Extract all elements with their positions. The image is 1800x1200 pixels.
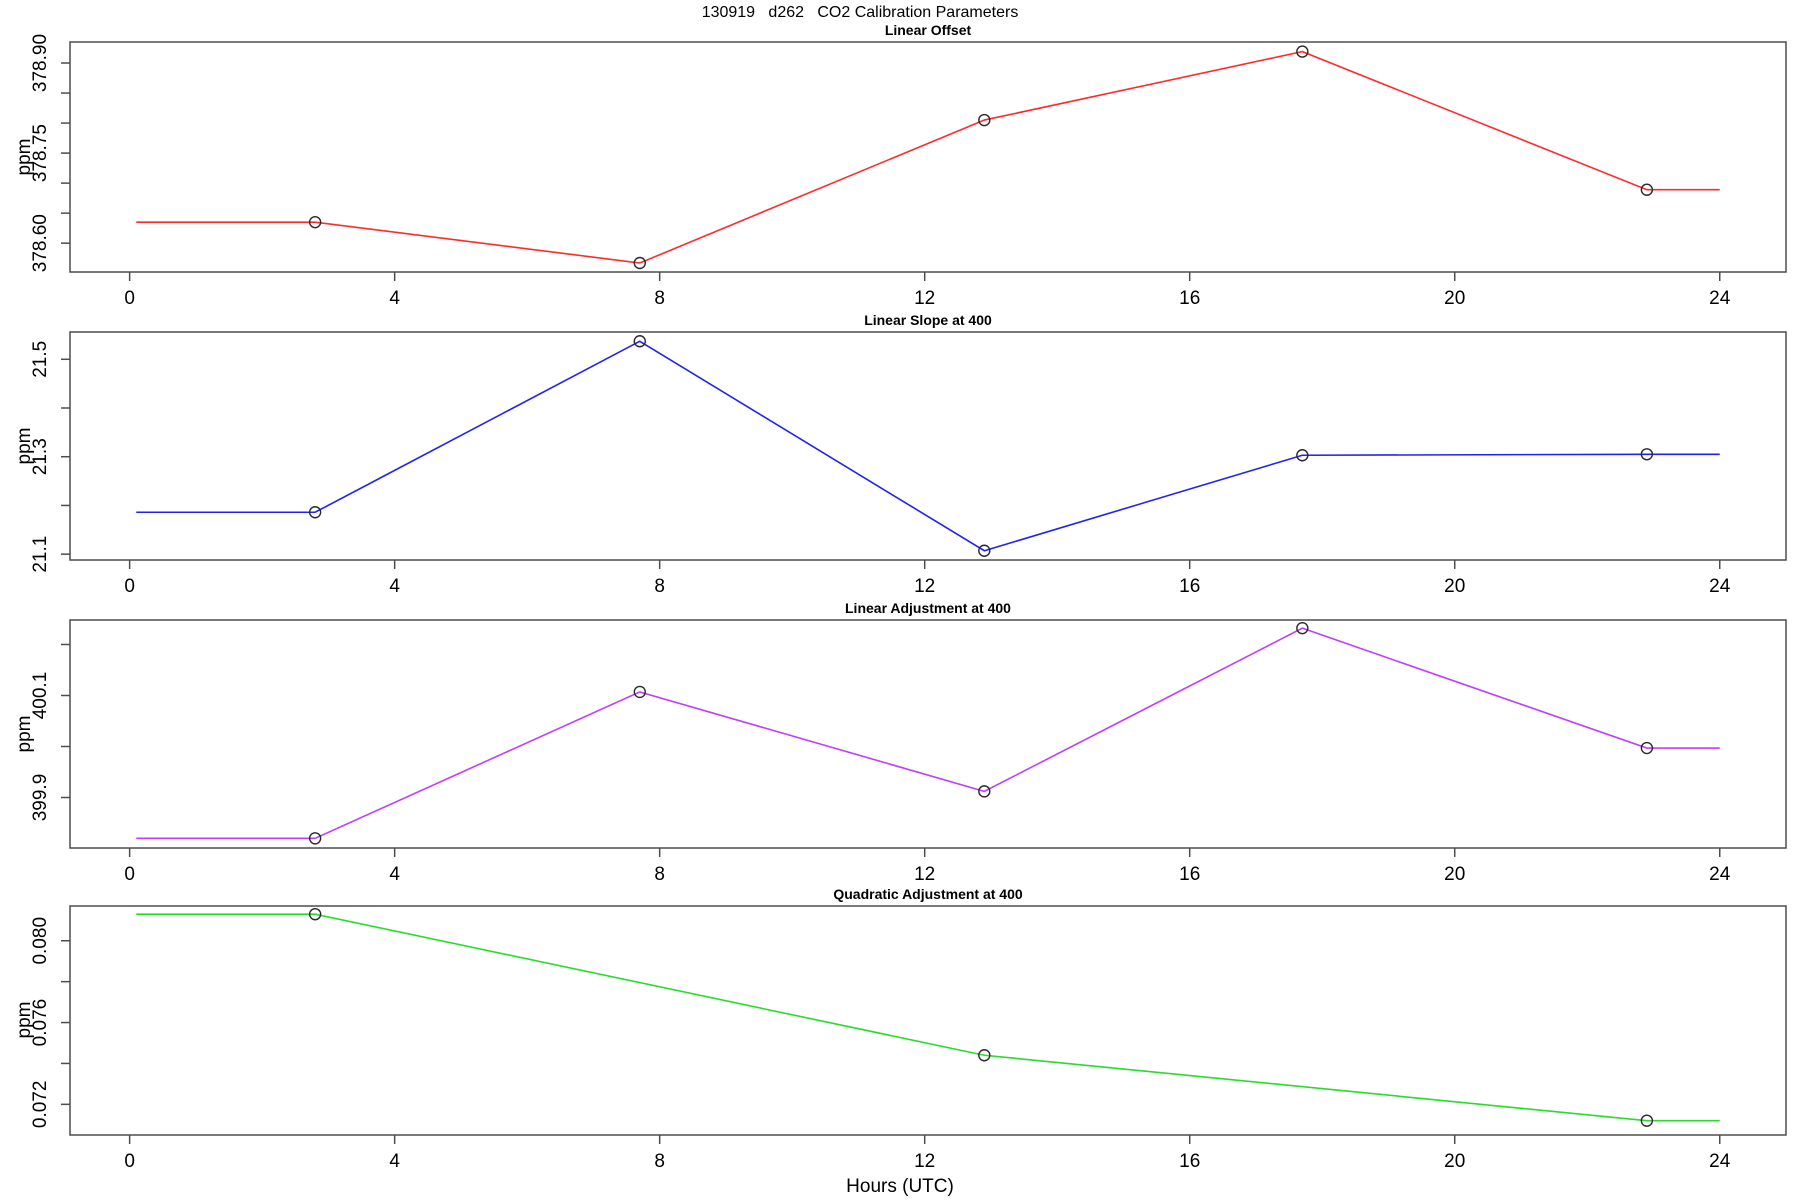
panel-3-frame <box>69 905 1787 1136</box>
panel-1-y-tick-label: 21.1 <box>30 536 51 573</box>
panel-0-frame <box>69 41 1787 273</box>
panel-0-data-point <box>978 113 991 127</box>
panel-3-y-tick-label: 0.076 <box>30 999 51 1047</box>
panel-0-x-tick-label: 20 <box>1444 288 1465 309</box>
panel-1-frame <box>69 331 1787 561</box>
panel-0-y-tick-label: 378.60 <box>30 214 51 272</box>
plot-main-title: 130919 d262 CO2 Calibration Parameters <box>701 4 1019 21</box>
panel-3-x-tick-label: 0 <box>124 1151 135 1172</box>
panel-2-x-tick-label: 24 <box>1709 864 1731 885</box>
panel-1-y-tick-label: 21.3 <box>30 438 51 475</box>
panel-1-x-tick-label: 20 <box>1444 576 1465 597</box>
panel-2-x-tick-label: 20 <box>1444 864 1465 885</box>
panel-0-x-tick-label: 12 <box>914 288 935 309</box>
panel-0-data-point <box>308 215 322 229</box>
panel-2-x-tick-label: 16 <box>1179 864 1200 885</box>
panel-0-x-tick-label: 24 <box>1709 288 1731 309</box>
panel-1-x-tick-label: 12 <box>914 576 935 597</box>
panel-1-x-tick-label: 4 <box>389 576 400 597</box>
panel-3-series-line <box>136 913 1720 1122</box>
panel-3-x-tick-label: 20 <box>1444 1151 1465 1172</box>
panel-2-data-point <box>308 832 322 845</box>
panel-3-data-point <box>1640 1114 1654 1127</box>
panel-1-x-tick-label: 16 <box>1179 576 1200 597</box>
panel-3-x-tick-label: 12 <box>914 1151 935 1172</box>
panel-1-series-line <box>136 340 1720 552</box>
panel-2-data-point <box>978 785 991 798</box>
panel-0-y-tick-label: 378.75 <box>30 124 51 182</box>
panel-2-data-point <box>1640 741 1654 755</box>
x-axis-title: Hours (UTC) <box>846 1176 954 1197</box>
panel-title-quadratic-adjustment: Quadratic Adjustment at 400 <box>833 886 1023 902</box>
panel-1-data-point <box>1640 448 1654 461</box>
panel-0-x-tick-label: 4 <box>389 288 400 309</box>
panel-2-frame <box>69 619 1787 849</box>
panel-2-y-tick-label: 400.1 <box>30 672 51 720</box>
panel-2-data-point <box>633 685 646 699</box>
panel-2-x-tick-label: 12 <box>914 864 935 885</box>
panel-0-series-line <box>136 50 1720 264</box>
panel-0-data-point <box>633 256 646 270</box>
panel-0-data-point <box>1640 183 1654 196</box>
panel-1-data-point <box>1296 449 1309 462</box>
panel-2-y-tick-label: 399.9 <box>30 774 51 822</box>
panel-1-data-point <box>633 335 646 348</box>
panel-3-data-point <box>308 907 322 921</box>
panel-title-linear-offset: Linear Offset <box>884 22 972 38</box>
panel-3-x-tick-label: 24 <box>1709 1151 1731 1172</box>
panel-0-x-tick-label: 16 <box>1179 288 1200 309</box>
panel-2-series-line <box>136 627 1720 840</box>
panel-3-x-tick-label: 4 <box>389 1151 400 1172</box>
panel-3-x-tick-label: 8 <box>654 1151 665 1172</box>
panel-3-y-tick-label: 0.072 <box>30 1081 51 1129</box>
panel-2-x-tick-label: 4 <box>389 864 400 885</box>
panel-0-y-tick-label: 378.90 <box>30 34 51 92</box>
panel-1-y-tick-label: 21.5 <box>30 341 51 378</box>
panel-1-data-point <box>978 544 991 557</box>
panel-1-data-point <box>308 506 322 519</box>
panel-0-x-tick-label: 8 <box>654 288 665 309</box>
panel-2-x-tick-label: 8 <box>654 864 665 885</box>
panel-1-x-tick-label: 24 <box>1709 576 1731 597</box>
panel-title-linear-adjustment: Linear Adjustment at 400 <box>845 600 1011 616</box>
panel-1-x-tick-label: 0 <box>124 576 135 597</box>
panel-0-x-tick-label: 0 <box>124 288 135 309</box>
panel-1-x-tick-label: 8 <box>654 576 665 597</box>
panel-3-x-tick-label: 16 <box>1179 1151 1200 1172</box>
panel-0-data-point <box>1296 45 1309 58</box>
panel-3-y-tick-label: 0.080 <box>30 917 51 965</box>
panel-2-x-tick-label: 0 <box>124 864 135 885</box>
panel-title-linear-slope: Linear Slope at 400 <box>864 312 992 328</box>
panel-3-data-point <box>978 1049 991 1062</box>
panel-2-data-point <box>1296 621 1309 635</box>
